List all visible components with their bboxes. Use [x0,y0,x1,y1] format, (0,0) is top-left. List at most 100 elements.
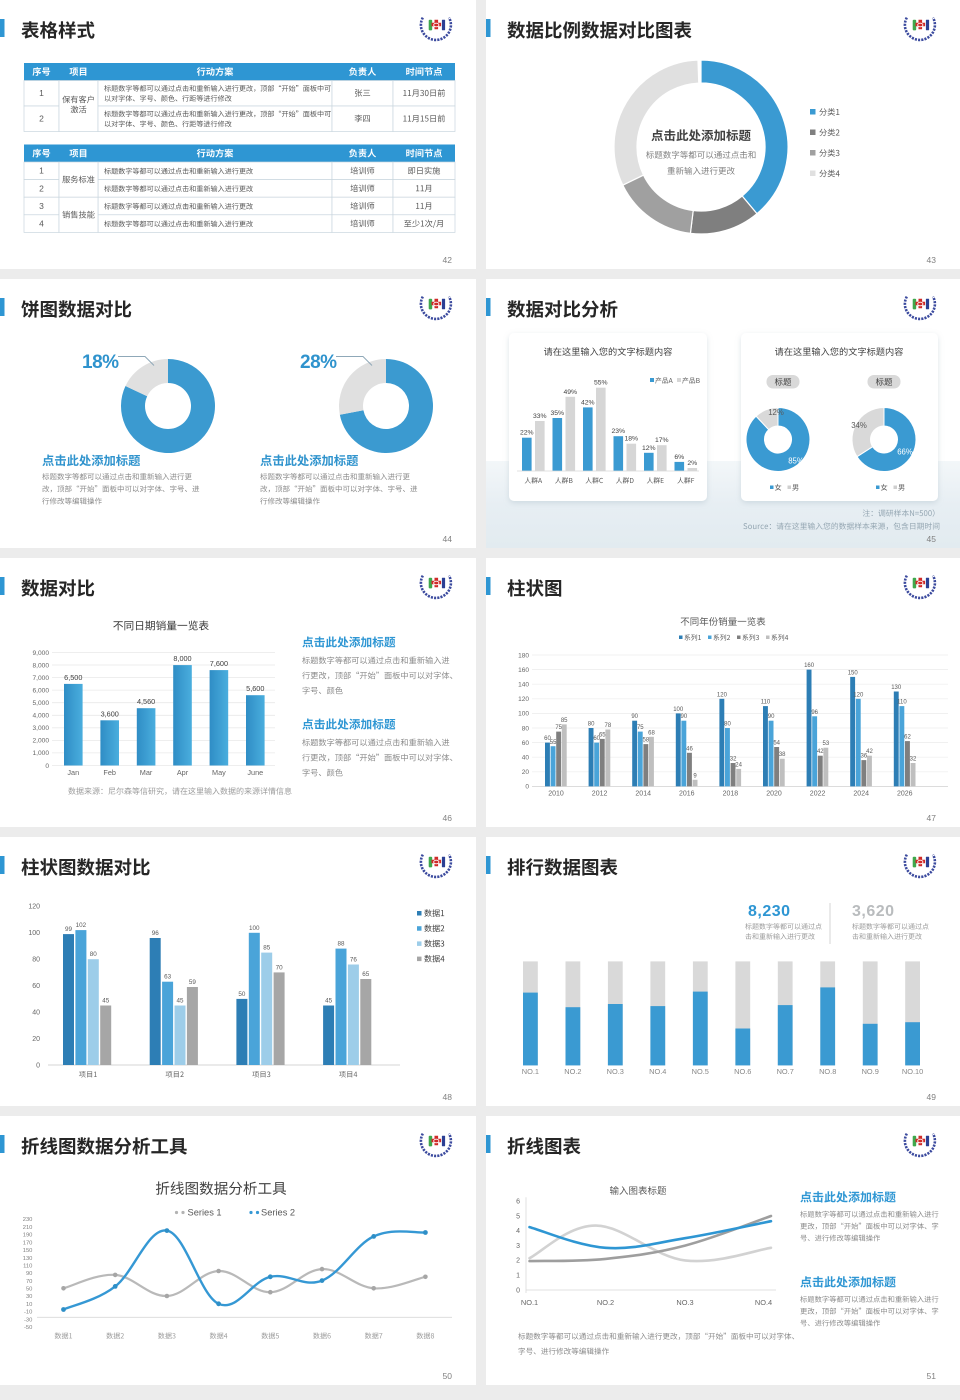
svg-text:120: 120 [28,904,40,911]
svg-text:46: 46 [443,813,453,823]
svg-text:3: 3 [516,1243,520,1250]
svg-text:Jan: Jan [67,768,79,777]
svg-text:1: 1 [516,1273,520,1280]
svg-text:NO.5: NO.5 [692,1067,709,1076]
svg-text:2%: 2% [687,460,697,467]
svg-text:63: 63 [164,974,172,981]
svg-text:90: 90 [768,714,775,720]
svg-text:6: 6 [516,1199,520,1206]
svg-text:4,000: 4,000 [32,713,49,720]
svg-text:180: 180 [518,652,529,659]
svg-text:NO.3: NO.3 [676,1298,693,1307]
svg-text:42%: 42% [581,399,595,406]
svg-text:4,560: 4,560 [137,697,155,706]
svg-text:80: 80 [588,722,595,728]
svg-text:May: May [212,768,226,777]
svg-text:NO.1: NO.1 [522,1067,539,1076]
svg-text:12%: 12% [768,408,784,417]
svg-text:49%: 49% [563,389,577,396]
svg-text:90: 90 [26,1271,32,1277]
svg-text:24: 24 [735,762,742,768]
svg-text:85: 85 [561,718,568,724]
svg-text:June: June [247,768,263,777]
svg-text:12%: 12% [642,445,656,452]
svg-text:36: 36 [861,754,868,760]
svg-text:65: 65 [599,732,606,738]
svg-text:NO.2: NO.2 [597,1298,614,1307]
svg-text:4: 4 [516,1228,520,1235]
svg-text:3: 3 [39,201,44,211]
svg-text:80: 80 [724,722,731,728]
svg-text:22%: 22% [520,430,534,437]
svg-text:3,000: 3,000 [32,725,49,732]
svg-text:NO.4: NO.4 [649,1067,666,1076]
svg-text:90: 90 [631,714,638,720]
svg-text:33%: 33% [533,413,547,420]
svg-text:230: 230 [23,1217,33,1223]
svg-text:8,000: 8,000 [173,654,191,663]
svg-text:2: 2 [39,114,44,124]
svg-text:0: 0 [45,763,49,770]
svg-text:6,500: 6,500 [64,673,82,682]
svg-text:76: 76 [350,957,358,964]
svg-text:130: 130 [23,1256,33,1262]
svg-text:80: 80 [32,957,40,964]
svg-text:68: 68 [648,730,655,736]
svg-text:44: 44 [443,534,453,544]
svg-text:55: 55 [550,740,557,746]
svg-text:28%: 28% [300,352,337,373]
svg-text:42: 42 [817,749,824,755]
svg-text:110: 110 [761,700,771,706]
svg-text:51: 51 [927,1371,937,1381]
svg-text:65: 65 [362,971,370,978]
svg-text:Apr: Apr [177,768,189,777]
svg-text:48: 48 [443,1092,453,1102]
svg-text:2024: 2024 [853,790,869,797]
svg-text:120: 120 [853,692,864,698]
svg-text:1: 1 [39,88,44,98]
svg-text:2014: 2014 [635,790,651,797]
svg-text:32: 32 [730,757,737,763]
svg-text:190: 190 [23,1233,33,1239]
svg-text:2020: 2020 [766,790,782,797]
svg-text:70: 70 [26,1279,32,1285]
svg-text:66%: 66% [897,448,913,457]
svg-text:150: 150 [848,670,859,676]
svg-text:43: 43 [927,255,937,265]
svg-text:42: 42 [443,255,453,265]
svg-text:32: 32 [910,757,917,763]
svg-text:NO.4: NO.4 [755,1298,772,1307]
svg-text:NO.8: NO.8 [819,1067,836,1076]
svg-text:120: 120 [717,692,728,698]
svg-text:6,000: 6,000 [32,687,49,694]
svg-text:2: 2 [39,183,44,193]
svg-text:35%: 35% [550,410,564,417]
svg-text:0: 0 [525,784,529,791]
svg-text:60: 60 [593,736,600,742]
svg-text:2: 2 [516,1258,520,1265]
svg-text:3,620: 3,620 [852,903,895,920]
svg-text:210: 210 [23,1225,33,1231]
svg-text:8,000: 8,000 [32,662,49,669]
svg-text:120: 120 [518,696,529,703]
svg-text:2016: 2016 [679,790,695,797]
svg-text:96: 96 [811,710,818,716]
svg-text:45: 45 [927,534,937,544]
svg-text:23%: 23% [611,428,625,435]
svg-text:50: 50 [26,1287,32,1293]
svg-text:140: 140 [518,682,529,689]
svg-text:90: 90 [681,714,688,720]
svg-text:-50: -50 [24,1325,32,1331]
svg-text:80: 80 [90,951,98,958]
svg-text:60: 60 [522,740,530,747]
svg-text:20: 20 [522,769,530,776]
svg-text:18%: 18% [624,436,638,443]
svg-text:47: 47 [927,813,937,823]
svg-text:Series 2: Series 2 [261,1208,295,1218]
svg-text:54: 54 [773,741,780,747]
svg-text:6%: 6% [674,454,684,461]
svg-text:5,600: 5,600 [246,684,264,693]
svg-text:50: 50 [238,991,246,998]
svg-text:59: 59 [189,979,197,986]
svg-text:9,000: 9,000 [32,650,49,657]
